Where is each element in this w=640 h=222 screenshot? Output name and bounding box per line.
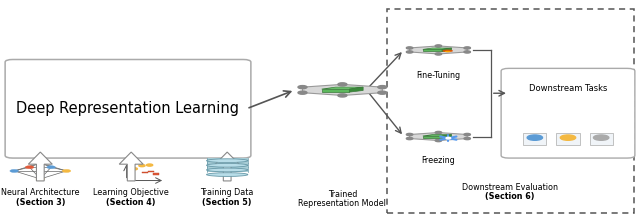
Text: (Section 4): (Section 4): [106, 198, 156, 206]
Bar: [142, 172, 148, 174]
Circle shape: [464, 47, 470, 49]
Circle shape: [36, 161, 45, 165]
Text: Deep Representation Learning: Deep Representation Learning: [17, 101, 239, 116]
Ellipse shape: [442, 50, 453, 52]
Circle shape: [446, 137, 451, 139]
Circle shape: [131, 168, 138, 170]
Ellipse shape: [207, 168, 248, 172]
Text: Freezing: Freezing: [422, 157, 455, 165]
Circle shape: [435, 45, 442, 47]
Circle shape: [36, 177, 45, 180]
Text: Representation Model: Representation Model: [298, 199, 387, 208]
Circle shape: [298, 91, 307, 94]
Bar: [207, 167, 248, 172]
Circle shape: [435, 131, 442, 134]
Polygon shape: [215, 152, 239, 181]
FancyBboxPatch shape: [5, 59, 251, 158]
Text: Downstream Tasks: Downstream Tasks: [529, 84, 607, 93]
Text: Downstream Evaluation: Downstream Evaluation: [462, 183, 558, 192]
Text: Fine-Tuning: Fine-Tuning: [417, 71, 460, 80]
Polygon shape: [423, 49, 442, 52]
Circle shape: [464, 51, 470, 53]
Circle shape: [147, 164, 153, 166]
Ellipse shape: [207, 173, 248, 176]
Circle shape: [25, 166, 34, 169]
Ellipse shape: [207, 163, 248, 167]
Polygon shape: [410, 46, 467, 54]
Circle shape: [338, 94, 347, 97]
Circle shape: [47, 166, 56, 169]
Circle shape: [378, 86, 387, 89]
Text: Trained: Trained: [328, 190, 357, 199]
Text: Training Data: Training Data: [200, 188, 254, 196]
Circle shape: [406, 137, 413, 140]
Circle shape: [593, 135, 609, 140]
Polygon shape: [322, 89, 349, 92]
Bar: [148, 170, 154, 172]
Text: (Section 5): (Section 5): [202, 198, 252, 206]
Text: (Section 6): (Section 6): [485, 192, 535, 201]
Circle shape: [406, 133, 413, 136]
Bar: [589, 133, 612, 145]
Circle shape: [561, 135, 576, 140]
Polygon shape: [410, 133, 467, 141]
Bar: [524, 133, 547, 145]
Circle shape: [10, 169, 19, 172]
Bar: [153, 173, 159, 175]
Circle shape: [378, 91, 387, 94]
Ellipse shape: [207, 159, 248, 163]
Bar: [557, 133, 580, 145]
Polygon shape: [423, 136, 442, 138]
Polygon shape: [322, 87, 363, 89]
Polygon shape: [303, 84, 382, 95]
Ellipse shape: [445, 51, 451, 52]
Polygon shape: [442, 135, 452, 138]
Bar: [207, 158, 248, 163]
Circle shape: [298, 86, 307, 89]
Text: (Section 3): (Section 3): [15, 198, 65, 206]
Text: Learning Objective: Learning Objective: [93, 188, 169, 196]
Circle shape: [464, 133, 470, 136]
Circle shape: [406, 51, 413, 53]
Circle shape: [464, 137, 470, 140]
Polygon shape: [349, 87, 363, 92]
Circle shape: [62, 169, 71, 172]
Circle shape: [338, 83, 347, 86]
Circle shape: [527, 135, 543, 140]
Circle shape: [139, 165, 145, 167]
Polygon shape: [423, 48, 452, 49]
Circle shape: [435, 53, 442, 55]
Text: Neural Architecture: Neural Architecture: [1, 188, 79, 196]
Circle shape: [406, 47, 413, 49]
FancyBboxPatch shape: [501, 68, 635, 158]
Polygon shape: [119, 152, 143, 181]
Circle shape: [435, 139, 442, 142]
Polygon shape: [423, 135, 452, 136]
Polygon shape: [442, 48, 452, 52]
Polygon shape: [28, 152, 52, 181]
Bar: [207, 163, 248, 167]
